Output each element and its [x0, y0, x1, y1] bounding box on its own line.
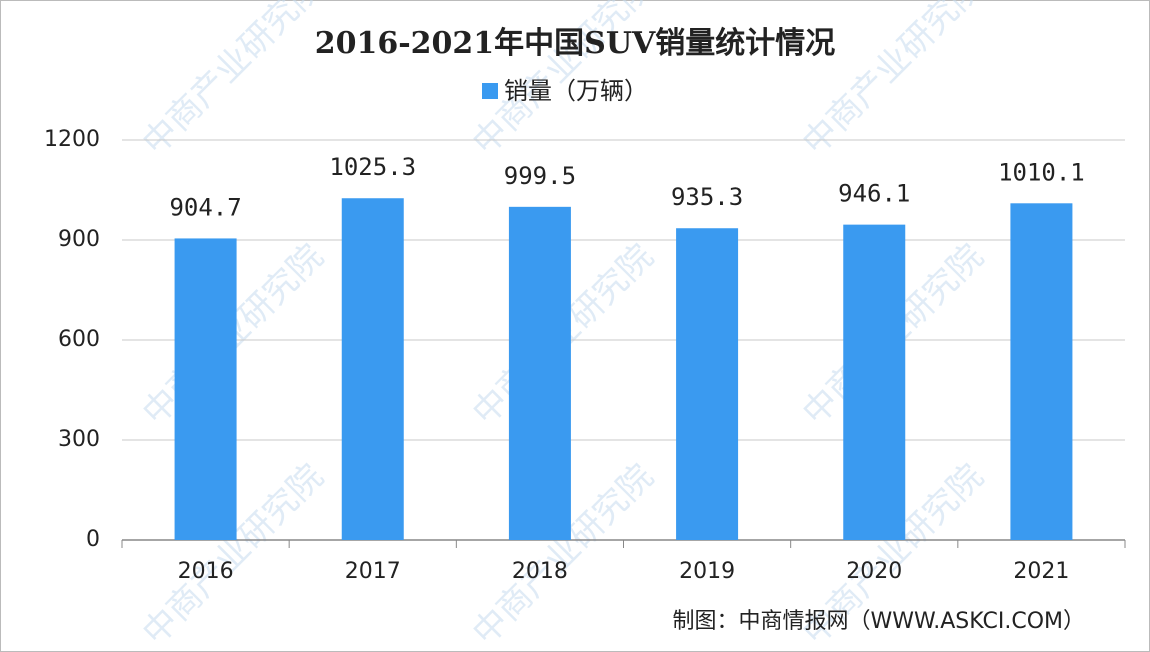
chart-title: 2016-2021年中国SUV销量统计情况 — [315, 26, 836, 61]
source-note: 制图：中商情报网（WWW.ASKCI.COM） — [673, 609, 1085, 634]
bar — [676, 228, 739, 540]
bar — [508, 206, 571, 541]
y-tick-label: 300 — [58, 427, 100, 452]
x-tick-label: 2016 — [178, 559, 234, 584]
value-label: 1025.3 — [329, 153, 416, 181]
y-tick-label: 900 — [58, 227, 100, 252]
value-label: 1010.1 — [998, 158, 1085, 186]
legend-swatch — [482, 83, 498, 99]
value-label: 946.1 — [838, 180, 910, 208]
x-tick-label: 2021 — [1013, 559, 1069, 584]
x-tick-label: 2017 — [345, 559, 401, 584]
x-tick-label: 2020 — [846, 559, 902, 584]
y-tick-label: 1200 — [44, 127, 100, 152]
legend-label: 销量（万辆） — [504, 77, 648, 105]
x-tick-label: 2019 — [679, 559, 735, 584]
bar — [843, 224, 906, 540]
bar — [1010, 203, 1073, 541]
y-tick-label: 0 — [86, 527, 100, 552]
value-label: 904.7 — [169, 193, 241, 221]
x-tick-label: 2018 — [512, 559, 568, 584]
bar — [174, 238, 237, 540]
bar — [341, 198, 404, 540]
value-label: 935.3 — [671, 183, 743, 211]
value-label: 999.5 — [504, 162, 576, 190]
y-tick-label: 600 — [58, 327, 100, 352]
